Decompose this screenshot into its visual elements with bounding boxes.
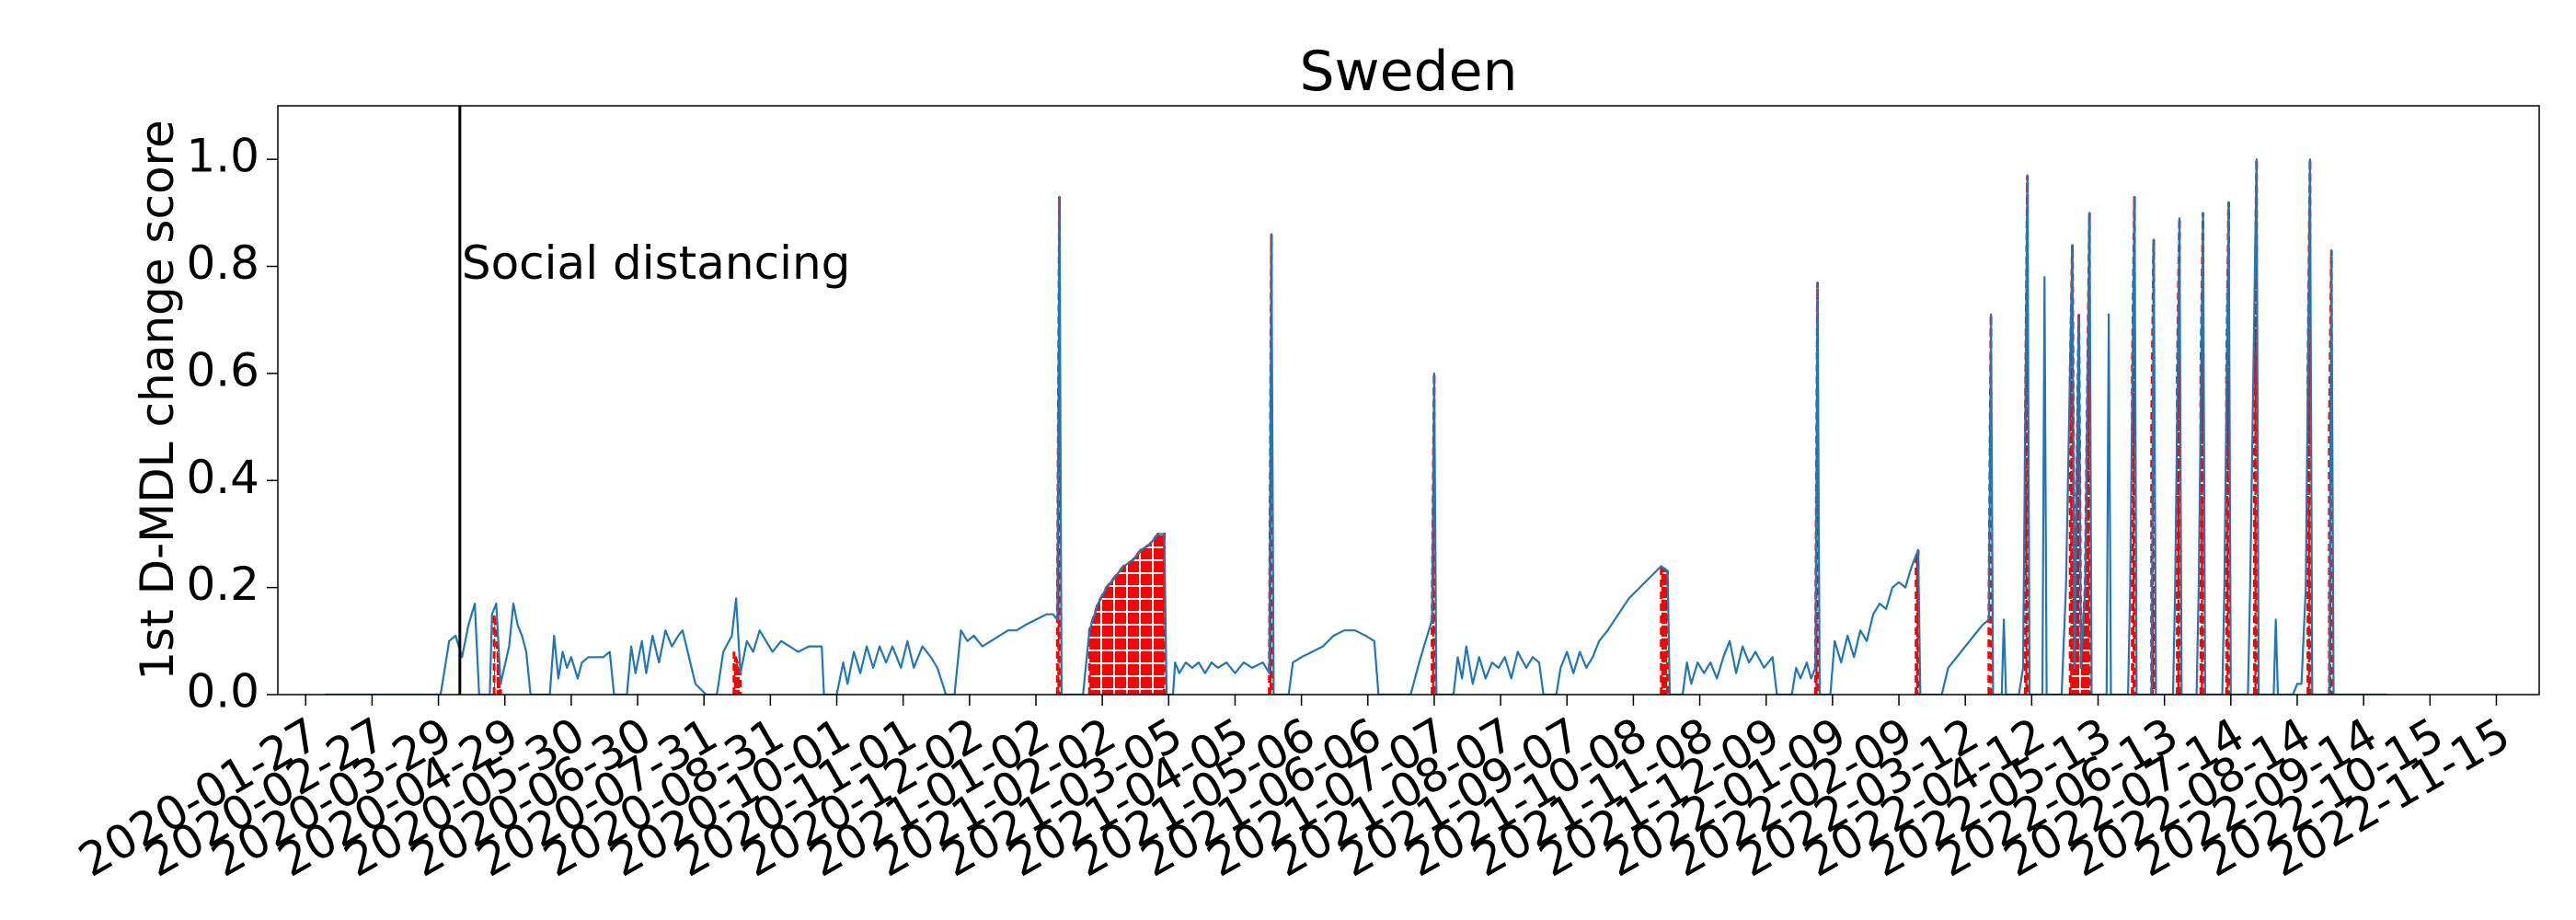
series-lines <box>325 158 2387 695</box>
y-tick-label: 0.4 <box>186 451 259 504</box>
y-tick-label: 1.0 <box>186 130 259 183</box>
y-tick-label: 0.8 <box>186 236 259 290</box>
y-tick-label: 0.2 <box>186 558 259 611</box>
y-tick-label: 0.0 <box>186 665 259 719</box>
plot-frame <box>277 105 2540 696</box>
change-region-17 <box>2252 159 2259 695</box>
annotation-label: Social distancing <box>462 236 851 290</box>
change-region-6 <box>1660 563 1670 695</box>
y-axis-label: 1st D-MDL change score <box>131 120 184 681</box>
change-region-3 <box>1087 533 1167 695</box>
series-line-0 <box>325 158 2387 695</box>
y-axis-ticks: 0.0 0.2 0.4 0.6 0.8 1.0 <box>186 130 278 719</box>
chart-title: Sweden <box>1299 40 1517 104</box>
y-tick-label: 0.6 <box>186 343 259 397</box>
x-axis-ticks: 2020-01-272020-02-272020-03-292020-04-29… <box>70 695 2519 888</box>
annotation-layer: Social distancing <box>458 106 851 695</box>
